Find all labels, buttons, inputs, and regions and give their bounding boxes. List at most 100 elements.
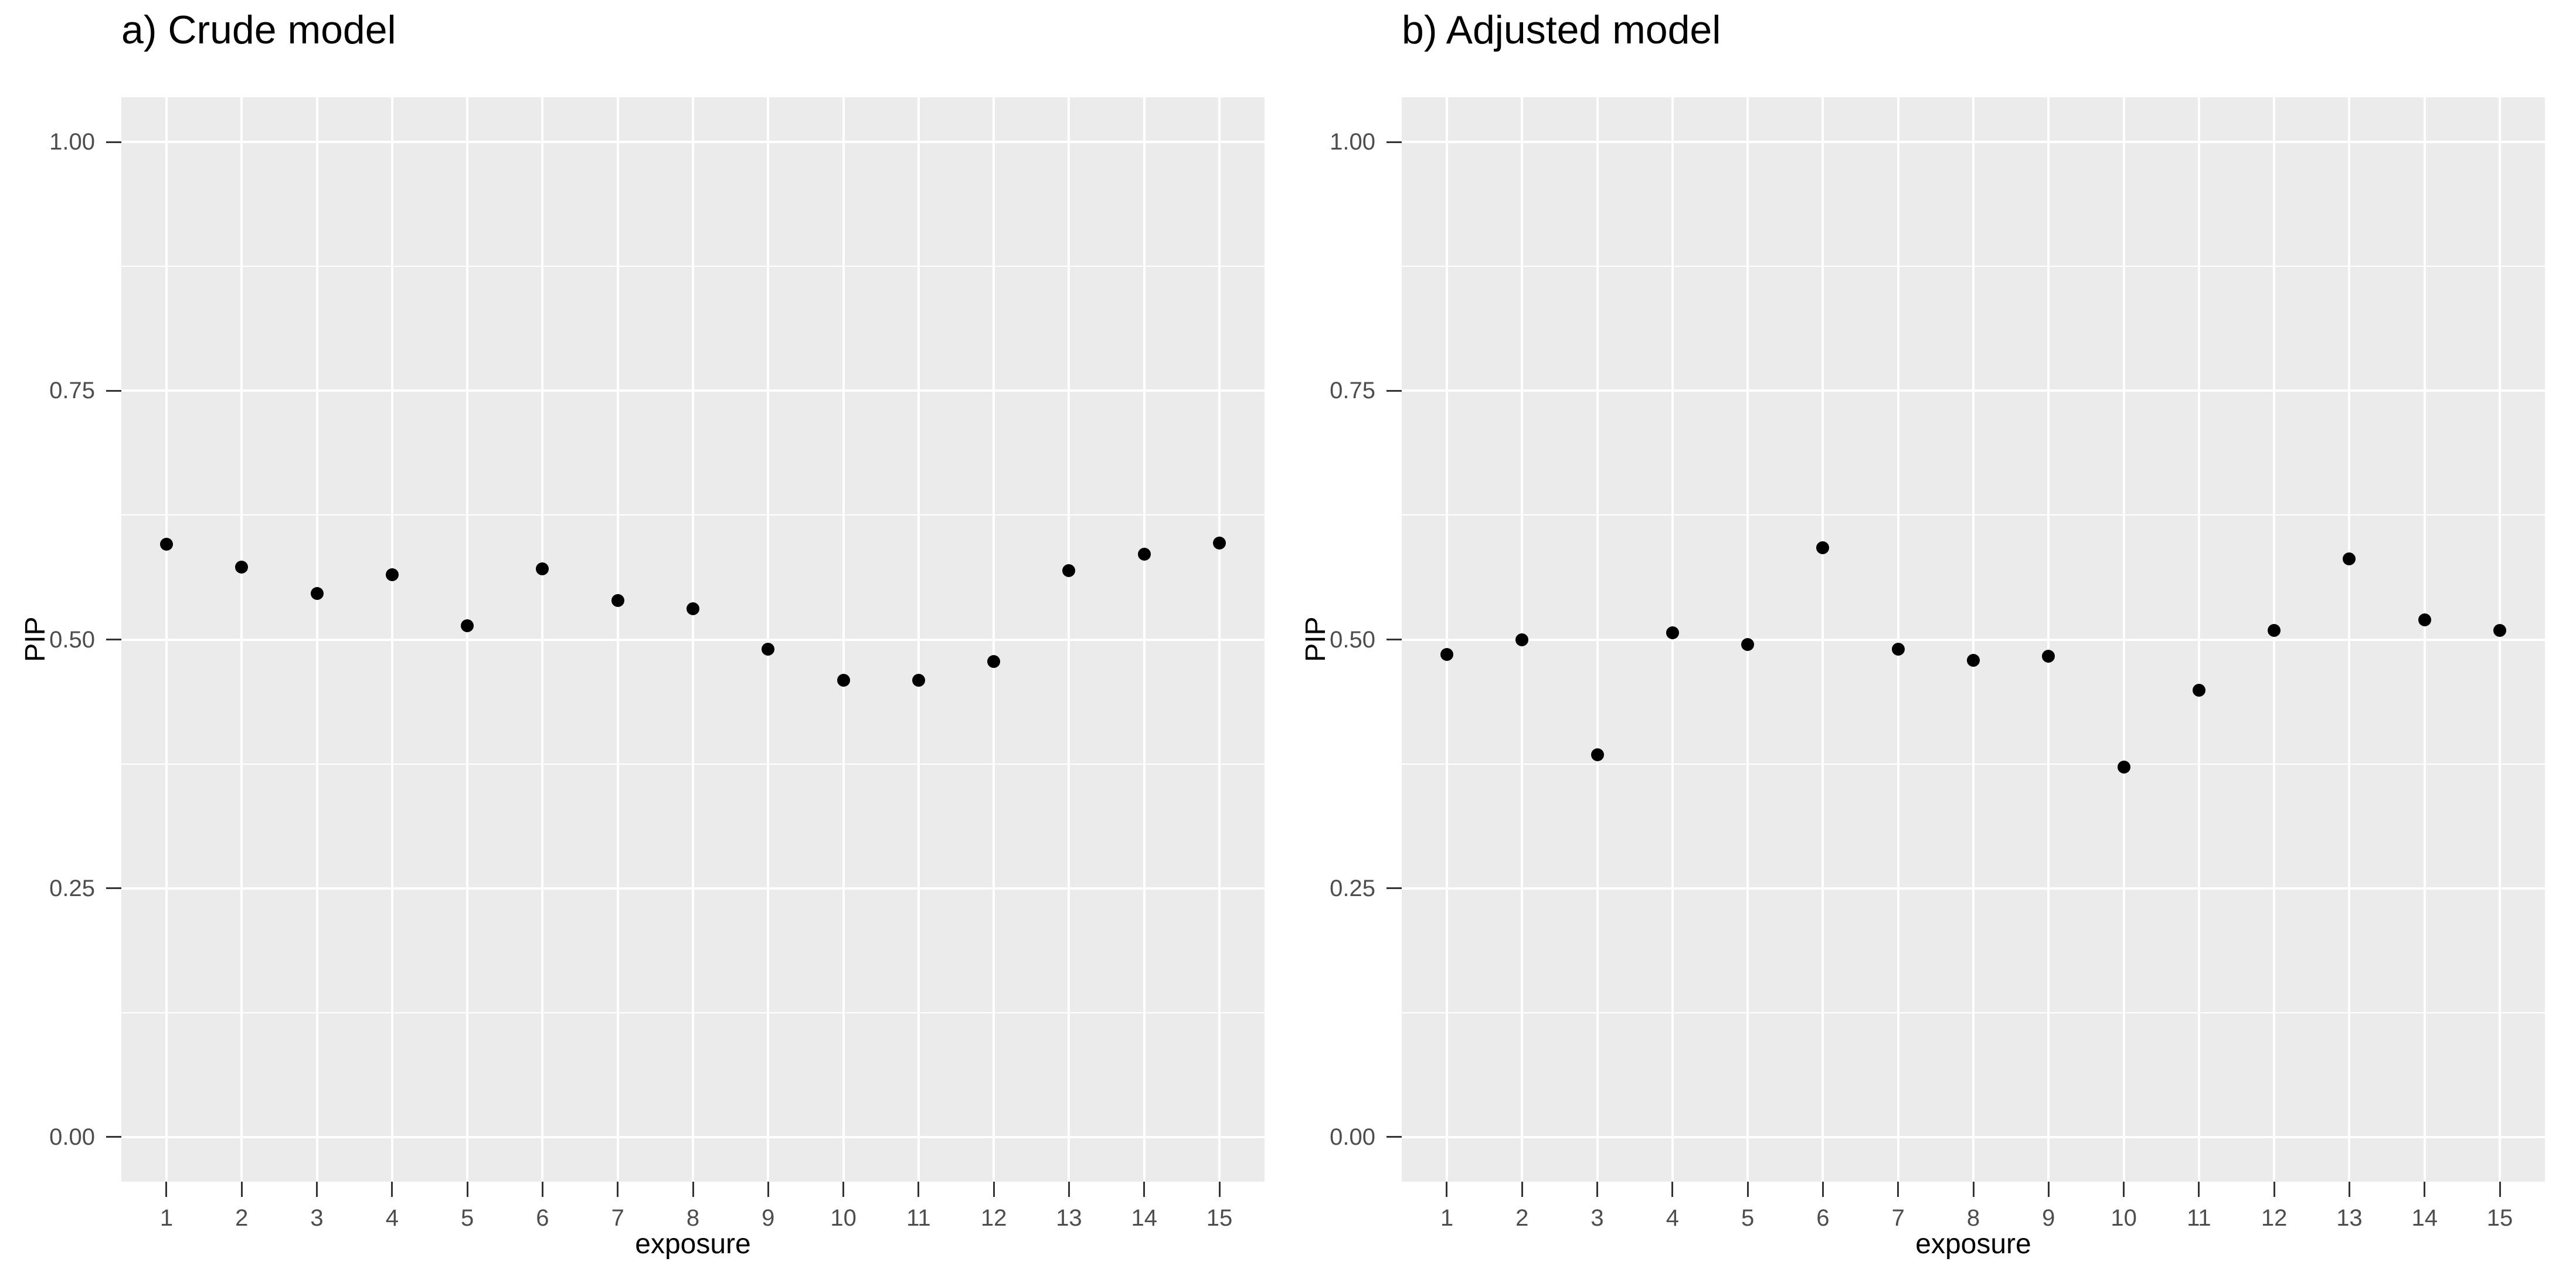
major-gridline-vertical bbox=[1445, 97, 1448, 1182]
x-tick-label: 15 bbox=[2486, 1205, 2513, 1231]
data-point bbox=[461, 619, 474, 632]
x-tick-mark bbox=[1218, 1182, 1221, 1197]
data-point bbox=[2192, 684, 2205, 697]
x-tick-label: 7 bbox=[1891, 1205, 1905, 1231]
major-gridline-vertical bbox=[390, 97, 393, 1182]
x-tick-label: 4 bbox=[385, 1205, 399, 1231]
major-gridline-vertical bbox=[1218, 97, 1221, 1182]
data-point bbox=[2493, 624, 2507, 637]
x-tick-label: 10 bbox=[830, 1205, 857, 1231]
data-point bbox=[1440, 647, 1453, 661]
major-gridline-vertical bbox=[240, 97, 243, 1182]
major-gridline-vertical bbox=[2197, 97, 2200, 1182]
x-tick-mark bbox=[1521, 1182, 1523, 1197]
y-tick-mark bbox=[106, 639, 121, 640]
data-point bbox=[1666, 626, 1679, 639]
x-tick-label: 15 bbox=[1206, 1205, 1233, 1231]
x-tick-mark bbox=[466, 1182, 468, 1197]
x-tick-label: 6 bbox=[536, 1205, 549, 1231]
x-tick-mark bbox=[541, 1182, 543, 1197]
data-point bbox=[2343, 552, 2356, 566]
x-tick-label: 2 bbox=[1515, 1205, 1529, 1231]
data-point bbox=[611, 594, 624, 608]
data-point bbox=[310, 587, 324, 601]
x-tick-mark bbox=[2424, 1182, 2426, 1197]
major-gridline-vertical bbox=[2273, 97, 2276, 1182]
panel-a-plot-area bbox=[121, 97, 1265, 1182]
x-tick-mark bbox=[1143, 1182, 1146, 1197]
x-tick-mark bbox=[1972, 1182, 1975, 1197]
x-tick-mark bbox=[2198, 1182, 2200, 1197]
data-point bbox=[1062, 564, 1076, 578]
y-tick-mark bbox=[106, 887, 121, 890]
major-gridline-vertical bbox=[1068, 97, 1070, 1182]
y-tick-label: 0.50 bbox=[1330, 626, 1375, 653]
x-tick-label: 12 bbox=[2261, 1205, 2288, 1231]
x-tick-label: 11 bbox=[2187, 1205, 2211, 1231]
x-tick-label: 10 bbox=[2111, 1205, 2137, 1231]
x-tick-mark bbox=[917, 1182, 920, 1197]
y-tick-label: 0.50 bbox=[49, 626, 95, 653]
panel-b-title: b) Adjusted model bbox=[1402, 8, 1721, 52]
x-tick-label: 9 bbox=[762, 1205, 775, 1231]
y-tick-mark bbox=[106, 1136, 121, 1138]
y-tick-label: 0.25 bbox=[49, 875, 95, 901]
x-tick-label: 14 bbox=[1131, 1205, 1157, 1231]
major-gridline-vertical bbox=[692, 97, 694, 1182]
x-tick-label: 9 bbox=[2042, 1205, 2055, 1231]
major-gridline-vertical bbox=[767, 97, 770, 1182]
major-gridline-vertical bbox=[2348, 97, 2351, 1182]
data-point bbox=[159, 537, 173, 551]
major-gridline-vertical bbox=[466, 97, 469, 1182]
panel-a-title: a) Crude model bbox=[121, 8, 396, 52]
data-point bbox=[1891, 643, 1905, 656]
x-tick-mark bbox=[842, 1182, 845, 1197]
data-point bbox=[2268, 624, 2281, 637]
data-point bbox=[837, 674, 850, 687]
x-tick-label: 11 bbox=[906, 1205, 931, 1231]
y-tick-label: 0.25 bbox=[1330, 875, 1375, 901]
x-tick-mark bbox=[617, 1182, 619, 1197]
major-gridline-vertical bbox=[1972, 97, 1975, 1182]
y-tick-mark bbox=[1386, 639, 1402, 640]
major-gridline-vertical bbox=[2499, 97, 2502, 1182]
major-gridline-vertical bbox=[616, 97, 619, 1182]
data-point bbox=[687, 602, 699, 615]
x-tick-label: 13 bbox=[1056, 1205, 1082, 1231]
data-point bbox=[1741, 637, 1755, 651]
y-tick-label: 1.00 bbox=[1330, 129, 1375, 155]
y-tick-mark bbox=[1386, 141, 1402, 143]
x-tick-mark bbox=[2047, 1182, 2050, 1197]
x-tick-label: 13 bbox=[2336, 1205, 2363, 1231]
data-point bbox=[2042, 650, 2055, 663]
y-tick-mark bbox=[106, 141, 121, 143]
data-point bbox=[385, 568, 399, 582]
x-tick-label: 8 bbox=[686, 1205, 700, 1231]
data-point bbox=[912, 674, 925, 687]
y-tick-mark bbox=[1386, 389, 1402, 392]
x-tick-label: 5 bbox=[461, 1205, 474, 1231]
major-gridline-vertical bbox=[1821, 97, 1824, 1182]
panel-b-plot-area bbox=[1402, 97, 2545, 1182]
data-point bbox=[2418, 613, 2431, 626]
major-gridline-vertical bbox=[1596, 97, 1599, 1182]
data-point bbox=[987, 654, 1001, 668]
x-tick-mark bbox=[316, 1182, 318, 1197]
major-gridline-vertical bbox=[2047, 97, 2050, 1182]
x-tick-mark bbox=[692, 1182, 694, 1197]
x-tick-mark bbox=[1746, 1182, 1749, 1197]
panel-b-x-axis-title: exposure bbox=[1915, 1229, 2031, 1260]
data-point bbox=[762, 643, 775, 656]
panel-a-x-axis-title: exposure bbox=[635, 1229, 751, 1260]
x-tick-label: 8 bbox=[1966, 1205, 1980, 1231]
major-gridline-vertical bbox=[541, 97, 544, 1182]
x-tick-mark bbox=[767, 1182, 769, 1197]
x-tick-label: 2 bbox=[235, 1205, 249, 1231]
major-gridline-vertical bbox=[2122, 97, 2125, 1182]
y-tick-label: 1.00 bbox=[49, 129, 95, 155]
x-tick-label: 3 bbox=[310, 1205, 324, 1231]
x-tick-label: 14 bbox=[2411, 1205, 2438, 1231]
x-tick-mark bbox=[240, 1182, 243, 1197]
x-tick-label: 1 bbox=[1440, 1205, 1454, 1231]
